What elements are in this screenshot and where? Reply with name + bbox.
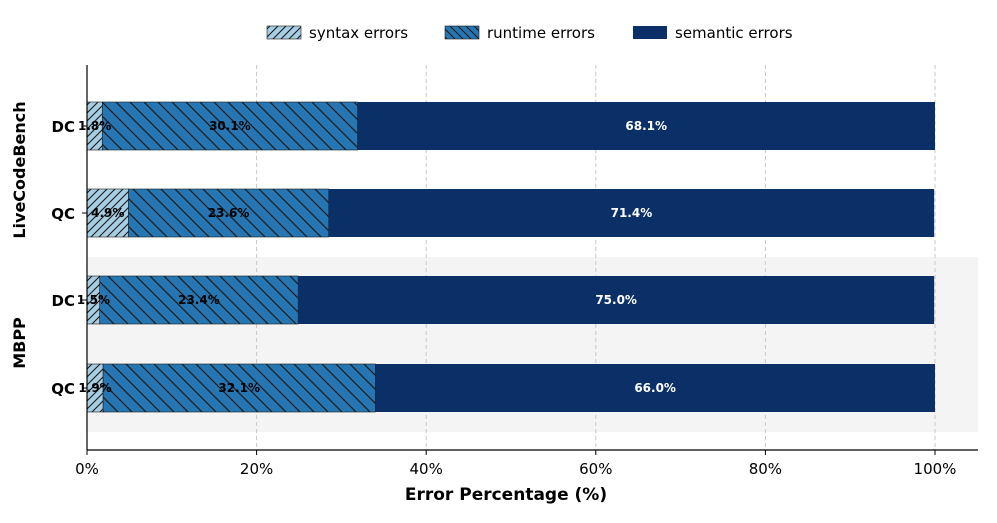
x-tick-label: 0% — [75, 460, 99, 478]
bar-segment-semantic-errors — [357, 102, 936, 150]
y-tick-label: DC — [52, 118, 75, 136]
legend-label: syntax errors — [309, 24, 408, 42]
y-tick-label: QC — [51, 380, 75, 398]
data-label: 1.9% — [78, 381, 111, 395]
legend-swatch-hatch — [267, 26, 301, 39]
data-label: 1.5% — [77, 293, 110, 307]
group-label: LiveCodeBench — [10, 101, 29, 238]
data-label: 75.0% — [595, 293, 637, 307]
data-label: 30.1% — [209, 119, 251, 133]
data-label: 4.9% — [91, 206, 124, 220]
data-label: 23.4% — [178, 293, 220, 307]
data-label: 32.1% — [218, 381, 260, 395]
y-tick-label: DC — [52, 292, 75, 310]
x-tick-label: 60% — [579, 460, 612, 478]
data-label: 1.8% — [78, 119, 111, 133]
bar-hatch-runtime-errors — [99, 275, 299, 325]
y-tick-label: QC — [51, 205, 75, 223]
bar-hatch-runtime-errors — [128, 188, 329, 238]
data-label: 68.1% — [625, 119, 667, 133]
legend-label: runtime errors — [487, 24, 595, 42]
bar-hatch-syntax-errors — [86, 188, 129, 238]
x-tick-label: 40% — [410, 460, 443, 478]
bar-segment-semantic-errors — [375, 364, 935, 412]
x-axis-title: Error Percentage (%) — [405, 485, 607, 505]
legend-swatch — [633, 26, 667, 39]
bar-segment-semantic-errors — [298, 276, 935, 324]
data-label: 71.4% — [611, 206, 653, 220]
data-label: 66.0% — [634, 381, 676, 395]
x-tick-label: 100% — [914, 460, 957, 478]
data-label: 23.6% — [208, 206, 250, 220]
legend-swatch-hatch — [445, 26, 479, 39]
legend-label: semantic errors — [675, 24, 793, 42]
x-tick-label: 80% — [749, 460, 782, 478]
group-label: MBPP — [10, 317, 29, 369]
x-tick-label: 20% — [240, 460, 273, 478]
bar-hatch-runtime-errors — [102, 363, 376, 413]
bar-segment-semantic-errors — [328, 189, 935, 237]
